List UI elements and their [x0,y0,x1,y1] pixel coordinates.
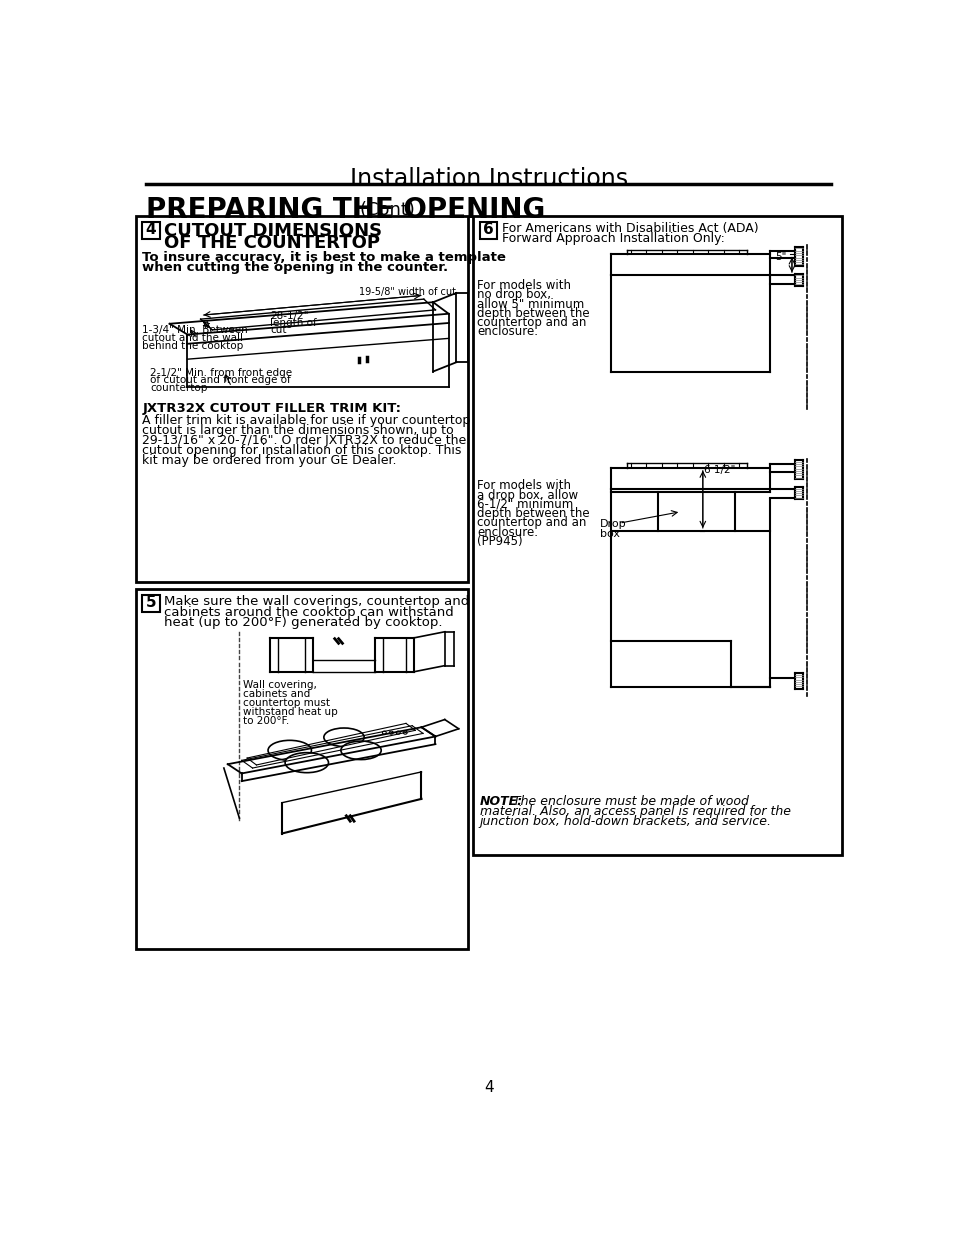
Text: withstand heat up: withstand heat up [243,708,337,718]
Text: 1-3/4" Min. Between: 1-3/4" Min. Between [142,325,248,335]
Bar [142,222,159,240]
Text: when cutting the opening in the counter.: when cutting the opening in the counter. [142,261,448,274]
Text: Installation Instructions: Installation Instructions [350,168,627,191]
Text: cutout and the wall: cutout and the wall [142,333,243,343]
Bar [142,595,159,611]
Text: enclosure.: enclosure. [476,526,537,538]
Text: Forward Approach Installation Only:: Forward Approach Installation Only: [501,232,724,245]
Ellipse shape [403,731,407,734]
Text: PREPARING THE OPENING: PREPARING THE OPENING [146,196,545,224]
Text: CUTOUT DIMENSIONS: CUTOUT DIMENSIONS [164,222,382,240]
Text: countertop: countertop [150,383,208,393]
Ellipse shape [395,731,399,734]
Ellipse shape [285,752,328,773]
Text: The enclosure must be made of wood: The enclosure must be made of wood [509,795,748,808]
Text: junction box, hold-down brackets, and service.: junction box, hold-down brackets, and se… [479,815,771,827]
Text: depth between the: depth between the [476,306,589,320]
Text: For Americans with Disabilities Act (ADA): For Americans with Disabilities Act (ADA… [501,222,758,235]
Text: JXTR32X CUTOUT FILLER TRIM KIT:: JXTR32X CUTOUT FILLER TRIM KIT: [142,403,401,415]
Text: 4: 4 [483,1079,494,1095]
Text: A filler trim kit is available for use if your countertop: A filler trim kit is available for use i… [142,414,470,427]
Bar [658,493,735,531]
Text: box: box [599,529,619,538]
Text: 29-13/16" x 20-7/16". O rder JXTR32X to reduce the: 29-13/16" x 20-7/16". O rder JXTR32X to … [142,433,466,447]
Text: NOTE:: NOTE: [479,795,522,808]
Text: 5: 5 [146,595,156,610]
Text: Drop: Drop [599,520,626,530]
Text: To insure accuracy, it is best to make a template: To insure accuracy, it is best to make a… [142,251,506,263]
Text: (PP945): (PP945) [476,535,522,548]
Ellipse shape [382,731,386,734]
Text: depth between the: depth between the [476,508,589,520]
Text: behind the cooktop: behind the cooktop [142,341,244,351]
Text: a drop box, allow: a drop box, allow [476,489,578,501]
Text: (Cont): (Cont) [359,200,415,219]
Text: cutout opening for installation of this cooktop. This: cutout opening for installation of this … [142,443,461,457]
Bar [473,216,841,855]
Text: Make sure the wall coverings, countertop and: Make sure the wall coverings, countertop… [164,595,469,608]
Text: cabinets around the cooktop can withstand: cabinets around the cooktop can withstan… [164,605,454,619]
Text: allow 5" minimum: allow 5" minimum [476,298,584,310]
Text: to 200°F.: to 200°F. [243,716,289,726]
Text: material. Also, an access panel is required for the: material. Also, an access panel is requi… [479,805,790,818]
Ellipse shape [323,727,364,746]
Text: countertop must: countertop must [243,698,330,708]
Text: For models with: For models with [476,279,571,293]
Text: 6-1/2" minimum: 6-1/2" minimum [476,498,573,511]
Text: no drop box,: no drop box, [476,288,551,301]
Text: length of: length of [270,319,316,329]
Ellipse shape [389,731,393,734]
Text: 2-1/2" Min. from front edge: 2-1/2" Min. from front edge [150,368,292,378]
Text: 19-5/8" width of cut: 19-5/8" width of cut [359,287,456,296]
Text: cut: cut [270,325,287,335]
Text: 5": 5" [775,252,786,262]
Text: countertop and an: countertop and an [476,516,586,530]
Text: heat (up to 200°F) generated by cooktop.: heat (up to 200°F) generated by cooktop. [164,616,442,630]
Text: cabinets and: cabinets and [243,689,310,699]
Text: kit may be ordered from your GE Dealer.: kit may be ordered from your GE Dealer. [142,454,396,467]
Text: OF THE COUNTERTOP: OF THE COUNTERTOP [164,233,380,252]
Text: 6 1/2": 6 1/2" [703,466,735,475]
Text: 4: 4 [146,222,156,237]
Bar [136,589,468,948]
Text: For models with: For models with [476,479,571,493]
Text: cutout is larger than the dimensions shown, up to: cutout is larger than the dimensions sho… [142,424,454,437]
Ellipse shape [268,740,311,761]
Ellipse shape [340,741,381,760]
Text: of cutout and front edge of: of cutout and front edge of [150,375,291,385]
Bar [136,216,468,583]
Text: countertop and an: countertop and an [476,316,586,329]
Text: 28-1/2": 28-1/2" [270,311,309,321]
Text: 6: 6 [482,222,493,237]
Bar [479,222,497,240]
Text: enclosure.: enclosure. [476,325,537,338]
Text: Wall covering,: Wall covering, [243,679,316,689]
